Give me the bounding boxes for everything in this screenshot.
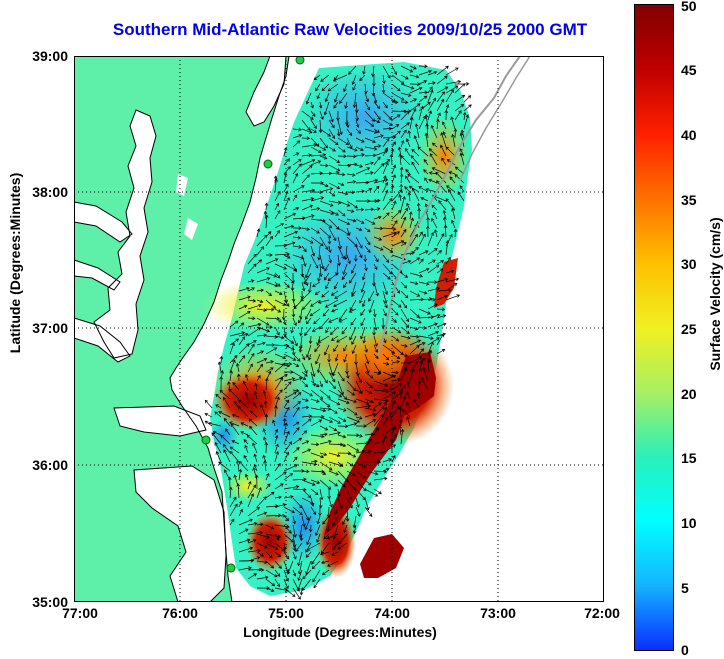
colorbar-tick-label: 30 [681, 256, 697, 272]
chart-title: Southern Mid-Atlantic Raw Velocities 200… [112, 20, 588, 39]
pamlico-sound [134, 466, 226, 602]
york-james-river [74, 318, 130, 362]
potomac-river [74, 202, 132, 242]
colorbar-tick-label: 5 [681, 580, 689, 596]
radar-site-marker[interactable] [201, 435, 211, 445]
y-tick-label: 39:00 [32, 48, 68, 64]
colorbar-tick-label: 45 [681, 62, 697, 78]
y-tick-label: 36:00 [32, 457, 68, 473]
colorbar [634, 4, 674, 651]
y-tick-label: 37:00 [32, 320, 68, 336]
x-axis-label: Longitude (Degrees:Minutes) [243, 624, 437, 640]
colorbar-tick-label: 50 [681, 0, 697, 14]
colorbar-tick-label: 35 [681, 192, 697, 208]
south-high-velocity-patch [360, 534, 404, 578]
plot-frame [74, 56, 604, 602]
radar-site-marker[interactable] [263, 159, 273, 169]
albemarle-sound [114, 406, 206, 436]
x-tick-label: 73:00 [480, 605, 516, 621]
colorbar-tick-label: 15 [681, 450, 697, 466]
x-tick-label: 75:00 [268, 605, 304, 621]
coastline [74, 56, 290, 602]
rappahannock-river [74, 260, 120, 290]
delaware-bay [246, 56, 286, 126]
colorbar-tick-label: 10 [681, 515, 697, 531]
y-tick-label: 35:00 [32, 594, 68, 610]
radar-site-marker[interactable] [226, 563, 236, 573]
map-plot-area [74, 56, 604, 602]
x-tick-label: 77:00 [62, 605, 98, 621]
high-velocity-patch [324, 352, 436, 536]
x-tick-label: 74:00 [374, 605, 410, 621]
delmarva-bays [176, 174, 198, 240]
radar-site-marker[interactable] [295, 56, 305, 65]
colorbar-tick-label: 25 [681, 321, 697, 337]
x-tick-label: 72:00 [584, 605, 620, 621]
colorbar-tick-label: 20 [681, 386, 697, 402]
colorbar-tick-label: 0 [681, 642, 689, 658]
colorbar-label: Surface Velocity (cm/s) [707, 217, 723, 371]
grid-lines [74, 56, 604, 602]
chesapeake-bay [94, 110, 156, 358]
offshore-contour-2 [459, 56, 531, 181]
y-tick-label: 38:00 [32, 184, 68, 200]
velocity-field [202, 62, 472, 600]
y-axis-label: Latitude (Degrees:Minutes) [7, 172, 23, 354]
land-mass [74, 56, 289, 602]
x-tick-label: 76:00 [162, 605, 198, 621]
offshore-contour [377, 56, 521, 357]
colorbar-tick-label: 40 [681, 127, 697, 143]
